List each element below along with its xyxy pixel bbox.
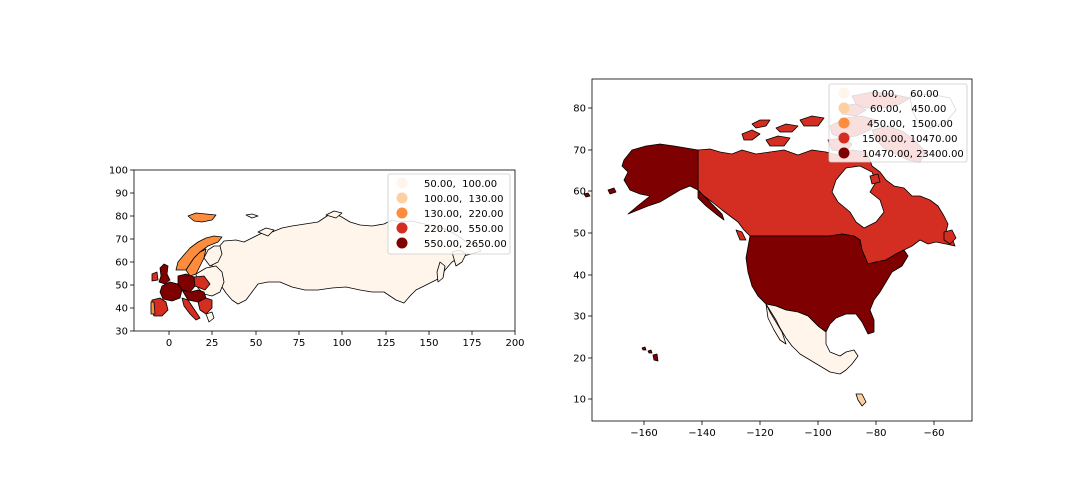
map-north-america: −160 −140 −120 −100 −80 −60 1020304050607080 …: [573, 78, 973, 440]
xtick-label: 125: [376, 338, 395, 349]
xtick-label: 75: [293, 338, 306, 349]
region-russia-severnaya: [325, 210, 343, 219]
legend-right: 0.00, 60.00 60.00, 450.00 450.00, 1500.0…: [828, 83, 968, 163]
region-greece: [205, 311, 215, 323]
region-ireland: [151, 271, 159, 282]
xtick-label: −80: [865, 428, 886, 439]
left-axes: 0 25 50 75 100 125 150 175 200 30 40 50 60 70 80 90 100: [109, 166, 525, 350]
legend-right-swatch-3: [838, 132, 850, 144]
region-germany: [177, 273, 196, 293]
region-balkans: [197, 297, 213, 315]
region-portugal: [150, 301, 156, 315]
xtick-label: 0: [166, 338, 172, 349]
ytick-label: 30: [115, 327, 128, 338]
xtick-label: 25: [206, 338, 219, 349]
region-newfoundland: [943, 229, 957, 245]
region-canada-arctic-4: [765, 135, 791, 147]
legend-right-swatch-0: [838, 87, 850, 99]
legend-left-swatch-2: [396, 207, 408, 219]
xtick-label: −60: [923, 428, 944, 439]
legend-right-label-3: 1500.00, 10470.00: [862, 134, 957, 145]
region-hawaii-3: [652, 353, 659, 362]
region-vancouver-island: [735, 229, 747, 241]
ytick-label: 60: [115, 258, 128, 269]
map-europe-russia: 0 25 50 75 100 125 150 175 200 30 40 50 60 70 80 90 100…: [109, 166, 525, 350]
legend-left-label-0: 50.00, 100.00: [424, 179, 497, 190]
ytick-label: 40: [573, 271, 586, 282]
ytick-label: 10: [573, 395, 586, 406]
xtick-label: 150: [419, 338, 438, 349]
region-alaska: [621, 143, 699, 215]
legend-left-label-1: 100.00, 130.00: [424, 194, 504, 205]
xtick-label: −140: [688, 428, 715, 439]
legend-right-label-1: 60.00, 450.00: [870, 104, 946, 115]
ytick-label: 20: [573, 354, 586, 365]
ytick-label: 70: [573, 146, 586, 157]
legend-left-swatch-0: [396, 177, 408, 189]
ytick-label: 80: [115, 212, 128, 223]
xtick-label: 100: [332, 338, 351, 349]
region-mexico: [765, 303, 859, 375]
region-baja: [765, 303, 787, 345]
region-central-europe: [181, 289, 207, 303]
region-svalbard: [187, 212, 217, 223]
ytick-label: 90: [115, 189, 128, 200]
region-france: [159, 281, 183, 302]
region-central-america: [855, 393, 867, 407]
legend-left-swatch-1: [396, 192, 408, 204]
region-russia-arctic-isles: [245, 213, 259, 219]
xtick-label: −120: [746, 428, 773, 439]
xtick-label: 50: [250, 338, 263, 349]
region-canada-arctic-5: [799, 115, 825, 127]
region-alaska-islands: [607, 187, 617, 195]
xtick-label: −160: [630, 428, 657, 439]
legend-right-label-4: 10470.00, 23400.00: [862, 149, 964, 160]
legend-right-label-0: 0.00, 60.00: [872, 89, 939, 100]
legend-left-swatch-4: [396, 237, 408, 249]
legend-right-label-2: 450.00, 1500.00: [867, 119, 953, 130]
region-hawaii-1: [641, 346, 647, 351]
ytick-label: 40: [115, 304, 128, 315]
legend-left: 50.00, 100.00 100.00, 130.00 130.00, 220…: [387, 173, 511, 255]
region-russia-sakhalin: [436, 261, 446, 283]
ytick-label: 30: [573, 312, 586, 323]
legend-right-box: [828, 83, 968, 163]
region-poland: [193, 275, 211, 291]
region-sweden: [185, 248, 207, 277]
region-alaska-panhandle: [697, 189, 725, 221]
legend-left-label-2: 130.00, 220.00: [424, 209, 504, 220]
region-finland: [203, 245, 223, 267]
ytick-label: 50: [573, 229, 586, 240]
ytick-label: 70: [115, 235, 128, 246]
region-canada-arctic-1: [751, 119, 771, 129]
legend-left-label-4: 550.00, 2650.00: [424, 239, 507, 250]
xtick-label: 200: [505, 338, 524, 349]
legend-right-swatch-1: [838, 102, 850, 114]
region-russia-novaya-zemlya: [257, 227, 275, 237]
region-alaska-island-2: [583, 192, 591, 198]
xtick-label: 175: [462, 338, 481, 349]
region-uk: [158, 263, 171, 285]
xtick-label: −100: [804, 428, 831, 439]
legend-left-swatch-3: [396, 222, 408, 234]
ytick-label: 100: [109, 166, 128, 177]
right-axes: −160 −140 −120 −100 −80 −60 10 20 30 40 50 60 70 80: [573, 104, 944, 440]
region-italy: [181, 297, 201, 321]
ytick-label: 60: [573, 187, 586, 198]
legend-left-label-3: 220.00, 550.00: [424, 224, 504, 235]
legend-left-box: [387, 173, 511, 255]
legend-right-swatch-4: [838, 147, 850, 159]
legend-right-swatch-2: [838, 117, 850, 129]
region-canada-arctic-3: [741, 129, 761, 141]
ytick-label: 80: [573, 104, 586, 115]
ytick-label: 50: [115, 281, 128, 292]
region-hawaii-2: [647, 349, 653, 354]
region-canada-arctic-2: [775, 123, 799, 133]
region-southampton: [869, 173, 881, 185]
